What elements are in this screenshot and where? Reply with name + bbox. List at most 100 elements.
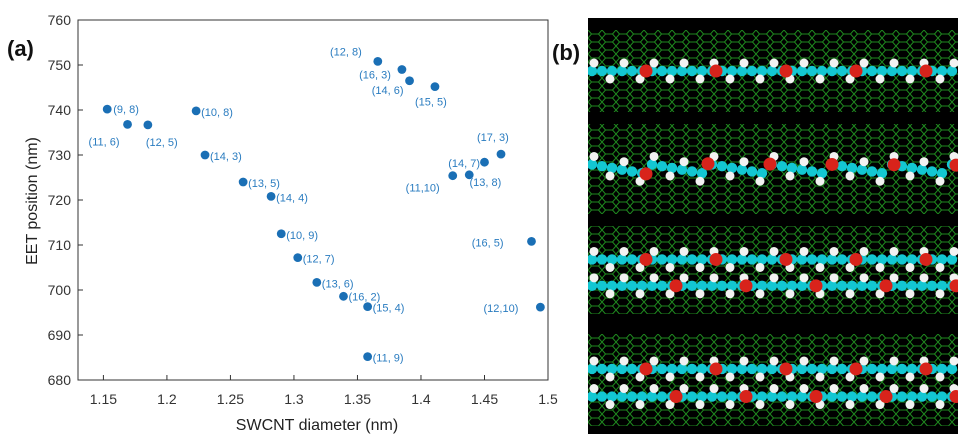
hydrogen-atom	[620, 384, 629, 393]
carbon-atom	[827, 364, 837, 374]
hydrogen-atom	[770, 247, 779, 256]
y-tick-label: 720	[48, 192, 72, 208]
carbon-atom	[797, 254, 807, 264]
carbon-atom	[687, 281, 697, 291]
oxygen-atom	[670, 390, 683, 403]
carbon-atom	[867, 166, 877, 176]
carbon-atom	[607, 391, 617, 401]
carbon-atom	[657, 364, 667, 374]
carbon-atom	[647, 391, 657, 401]
oxygen-atom	[920, 362, 933, 375]
hydrogen-atom	[816, 372, 825, 381]
carbon-atom	[887, 254, 897, 264]
hydrogen-atom	[846, 289, 855, 298]
carbon-atom	[947, 364, 957, 374]
carbon-atom	[837, 161, 847, 171]
carbon-atom	[647, 281, 657, 291]
carbon-atom	[777, 161, 787, 171]
nanotube	[588, 124, 958, 214]
data-point	[405, 76, 414, 85]
hydrogen-atom	[830, 356, 839, 365]
carbon-atom	[807, 166, 817, 176]
y-tick-label: 700	[48, 282, 72, 298]
y-axis-label: EET position (nm)	[24, 137, 41, 265]
hydrogen-atom	[860, 59, 869, 68]
x-axis-label: SWCNT diameter (nm)	[236, 417, 398, 434]
hydrogen-atom	[650, 273, 659, 282]
hydrogen-atom	[800, 59, 809, 68]
hydrogen-atom	[830, 59, 839, 68]
carbon-atom	[927, 166, 937, 176]
carbon-atom	[627, 391, 637, 401]
carbon-atom	[597, 364, 607, 374]
carbon-atom	[717, 161, 727, 171]
data-point-label: (12, 7)	[303, 254, 335, 266]
carbon-atom	[907, 163, 917, 173]
hydrogen-atom	[906, 263, 915, 272]
carbon-atom	[937, 254, 947, 264]
data-point	[143, 120, 152, 129]
carbon-atom	[877, 168, 887, 178]
carbon-atom	[807, 254, 817, 264]
carbon-atom	[677, 254, 687, 264]
data-point-label: (16, 3)	[359, 70, 391, 82]
hydrogen-atom	[876, 372, 885, 381]
hydrogen-atom	[876, 75, 885, 84]
x-tick-label: 1.2	[157, 391, 177, 407]
hydrogen-atom	[800, 356, 809, 365]
carbon-atom	[617, 165, 627, 175]
data-point-label: (16, 5)	[472, 237, 504, 249]
carbon-atom	[597, 391, 607, 401]
carbon-atom	[727, 163, 737, 173]
carbon-atom	[777, 391, 787, 401]
hydrogen-atom	[920, 384, 929, 393]
carbon-atom	[907, 254, 917, 264]
data-point-label: (10, 9)	[286, 230, 318, 242]
hydrogen-atom	[906, 372, 915, 381]
oxygen-atom	[920, 65, 933, 78]
hydrogen-atom	[636, 289, 645, 298]
carbon-atom	[607, 163, 617, 173]
carbon-atom	[867, 254, 877, 264]
hydrogen-atom	[680, 157, 689, 166]
hydrogen-atom	[726, 263, 735, 272]
carbon-atom	[687, 391, 697, 401]
carbon-atom	[797, 391, 807, 401]
carbon-atom	[937, 391, 947, 401]
carbon-atom	[807, 364, 817, 374]
carbon-atom	[807, 66, 817, 76]
carbon-atom	[827, 281, 837, 291]
oxygen-atom	[880, 279, 893, 292]
carbon-atom	[607, 364, 617, 374]
carbon-atom	[597, 66, 607, 76]
oxygen-atom	[850, 253, 863, 266]
carbon-atom	[657, 391, 667, 401]
carbon-atom	[687, 364, 697, 374]
carbon-atom	[597, 161, 607, 171]
hydrogen-atom	[726, 372, 735, 381]
hydrogen-atom	[936, 289, 945, 298]
carbon-atom	[897, 254, 907, 264]
carbon-atom	[877, 66, 887, 76]
hydrogen-atom	[606, 372, 615, 381]
oxygen-atom	[670, 279, 683, 292]
nanotube-molecule-render	[588, 18, 958, 434]
carbon-atom	[777, 281, 787, 291]
oxygen-atom	[640, 167, 653, 180]
hydrogen-atom	[860, 247, 869, 256]
carbon-atom	[887, 364, 897, 374]
y-tick-label: 690	[48, 327, 72, 343]
carbon-atom	[837, 281, 847, 291]
data-point-label: (12, 8)	[330, 46, 362, 58]
carbon-atom	[617, 66, 627, 76]
data-point-label: (12,10)	[484, 303, 519, 315]
carbon-atom	[907, 364, 917, 374]
hydrogen-atom	[756, 372, 765, 381]
y-tick-label: 710	[48, 237, 72, 253]
carbon-atom	[757, 364, 767, 374]
data-point-label: (12, 5)	[146, 137, 178, 149]
data-point	[480, 158, 489, 167]
carbon-atom	[757, 391, 767, 401]
x-tick-label: 1.3	[284, 391, 304, 407]
hydrogen-atom	[696, 75, 705, 84]
